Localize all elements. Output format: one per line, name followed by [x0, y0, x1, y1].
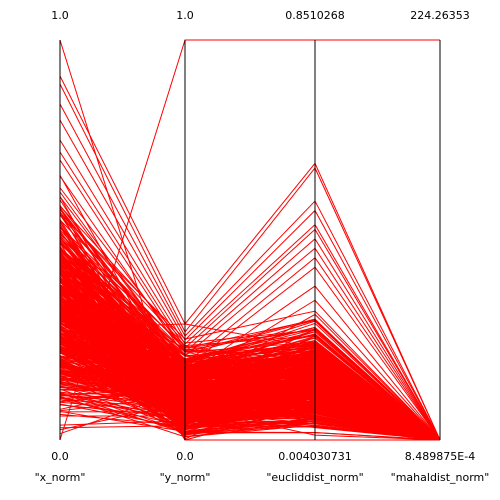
record-line: [59, 103, 441, 441]
axis-min-label: 8.489875E-4: [405, 450, 475, 463]
axis-max-label: 1.0: [176, 9, 194, 22]
record-line: [59, 309, 441, 441]
axis-name: "y_norm": [160, 471, 211, 484]
record-line: [59, 151, 441, 441]
record-line: [59, 298, 441, 441]
record-line: [59, 139, 441, 441]
axis-max-label: 224.26353: [410, 9, 470, 22]
record-line: [59, 311, 441, 441]
record-line: [59, 281, 441, 441]
axis-name: "x_norm": [35, 471, 86, 484]
record-line: [59, 241, 441, 441]
record-line: [59, 287, 441, 441]
record-line: [59, 75, 441, 441]
record-line: [59, 212, 441, 441]
record-line: [59, 205, 441, 441]
record-line: [59, 361, 441, 441]
record-line: [59, 347, 441, 441]
record-line: [59, 361, 441, 441]
axis-name: "mahaldist_norm": [391, 471, 490, 484]
record-line: [59, 319, 441, 441]
record-lines: [59, 39, 441, 441]
record-line: [59, 333, 441, 441]
axis-min-label: 0.004030731: [278, 450, 351, 463]
record-line: [59, 329, 441, 441]
axis-name: "eucliddist_norm": [266, 471, 363, 484]
record-line: [59, 383, 441, 441]
record-line: [59, 207, 441, 441]
record-line: [59, 83, 441, 441]
record-line: [59, 259, 441, 441]
record-line: [59, 290, 441, 441]
record-line: [59, 342, 441, 441]
axes: [59, 40, 441, 440]
record-line: [59, 262, 441, 441]
record-line: [59, 191, 441, 441]
record-line: [59, 231, 441, 441]
axis-max-label: 1.0: [51, 9, 69, 22]
record-line: [59, 323, 441, 441]
record-line: [59, 159, 441, 441]
record-line: [59, 348, 441, 441]
record-line: [59, 403, 441, 441]
axis-min-label: 0.0: [51, 450, 69, 463]
record-line: [59, 311, 441, 441]
record-line: [59, 39, 440, 441]
axis-labels: 1.0 0.0 "x_norm" 1.0 0.0 "y_norm" 0.8510268 0.0…: [35, 9, 490, 484]
record-line: [59, 279, 441, 441]
record-line: [59, 309, 441, 441]
record-line: [59, 410, 441, 441]
record-line: [59, 255, 441, 441]
record-line: [59, 251, 441, 441]
axis-max-label: 0.8510268: [285, 9, 345, 22]
record-line: [59, 175, 441, 441]
record-line: [59, 119, 441, 441]
axis-min-label: 0.0: [176, 450, 194, 463]
record-line: [59, 291, 441, 441]
